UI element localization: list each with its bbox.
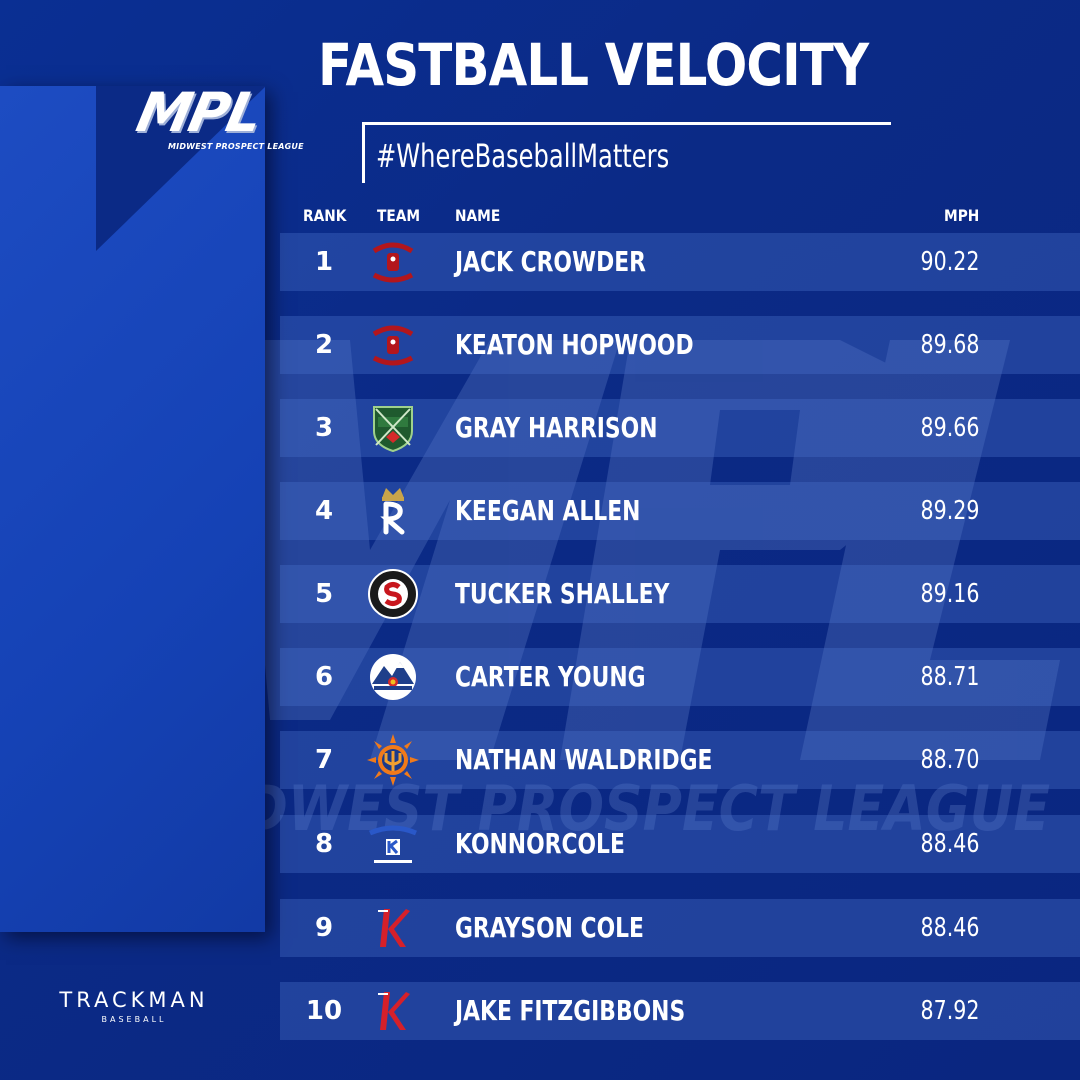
column-header-team: TEAM	[377, 206, 421, 225]
mountain-logo-icon	[366, 650, 420, 704]
logo-text: MPL	[131, 81, 267, 144]
row-rank: 1	[314, 247, 334, 277]
row-rank: 2	[314, 330, 334, 360]
row-name: GRAY HARRISON	[455, 411, 658, 444]
crown-r-logo-icon	[366, 484, 420, 538]
page-title: FASTBALL VELOCITY	[318, 31, 869, 99]
trackman-logo: TRACKMAN BASEBALL	[36, 988, 232, 1024]
row-name: NATHAN WALDRIDGE	[455, 743, 713, 776]
row-name: JACK CROWDER	[455, 245, 646, 278]
row-name: TUCKER SHALLEY	[455, 577, 670, 610]
row-mph: 90.22	[920, 247, 980, 277]
row-mph: 88.71	[920, 662, 980, 692]
red-k-logo-icon	[366, 984, 420, 1038]
row-name: CARTER YOUNG	[455, 660, 646, 693]
table-row: 10 JAKE FITZGIBBONS 87.92	[280, 982, 1080, 1040]
row-mph: 89.29	[920, 496, 980, 526]
row-rank: 4	[314, 496, 334, 526]
sparks-logo-icon	[366, 235, 420, 289]
trackman-name: TRACKMAN	[59, 988, 209, 1012]
column-header-mph: MPH	[944, 206, 980, 225]
row-name: GRAYSON COLE	[455, 911, 644, 944]
row-rank: 9	[314, 913, 334, 943]
row-rank: 5	[314, 579, 334, 609]
mpl-logo: MPL MIDWEST PROSPECT LEAGUE	[131, 81, 303, 156]
row-mph: 88.70	[920, 745, 980, 775]
left-panel-fold	[96, 86, 266, 251]
row-name: KEATON HOPWOOD	[455, 328, 694, 361]
table-row: 2 KEATON HOPWOOD 89.68	[280, 316, 1080, 374]
column-header-rank: RANK	[303, 206, 347, 225]
row-rank: 3	[314, 413, 334, 443]
row-rank: 6	[314, 662, 334, 692]
green-shield-logo-icon	[366, 401, 420, 455]
row-mph: 88.46	[920, 913, 980, 943]
row-mph: 89.66	[920, 413, 980, 443]
hashtag: #WhereBaseballMatters	[376, 137, 670, 175]
column-header-name: NAME	[455, 206, 501, 225]
trackman-sub: BASEBALL	[101, 1015, 167, 1024]
table-row: 1 JACK CROWDER 90.22	[280, 233, 1080, 291]
table-row: 6 CARTER YOUNG 88.71	[280, 648, 1080, 706]
table-row: 9 GRAYSON COLE 88.46	[280, 899, 1080, 957]
row-name: KEEGAN ALLEN	[455, 494, 641, 527]
sparks-logo-icon	[366, 318, 420, 372]
row-rank: 10	[305, 996, 343, 1026]
row-name: KONNORCOLE	[455, 827, 625, 860]
row-mph: 89.16	[920, 579, 980, 609]
row-mph: 88.46	[920, 829, 980, 859]
table-row: 7 NATHAN WALDRIDGE 88.70	[280, 731, 1080, 789]
red-k-logo-icon	[366, 901, 420, 955]
logo-subtitle: MIDWEST PROSPECT LEAGUE	[168, 142, 304, 151]
table-row: 4 KEEGAN ALLEN 89.29	[280, 482, 1080, 540]
row-rank: 7	[314, 745, 334, 775]
sun-trident-logo-icon	[366, 733, 420, 787]
row-mph: 87.92	[920, 996, 980, 1026]
hashtag-frame	[362, 122, 891, 183]
kentucky-logo-icon	[366, 817, 420, 871]
circle-s-logo-icon	[366, 567, 420, 621]
table-row: 8 KONNORCOLE 88.46	[280, 815, 1080, 873]
row-rank: 8	[314, 829, 334, 859]
row-name: JAKE FITZGIBBONS	[455, 994, 686, 1027]
table-row: 3 GRAY HARRISON 89.66	[280, 399, 1080, 457]
table-row: 5 TUCKER SHALLEY 89.16	[280, 565, 1080, 623]
row-mph: 89.68	[920, 330, 980, 360]
